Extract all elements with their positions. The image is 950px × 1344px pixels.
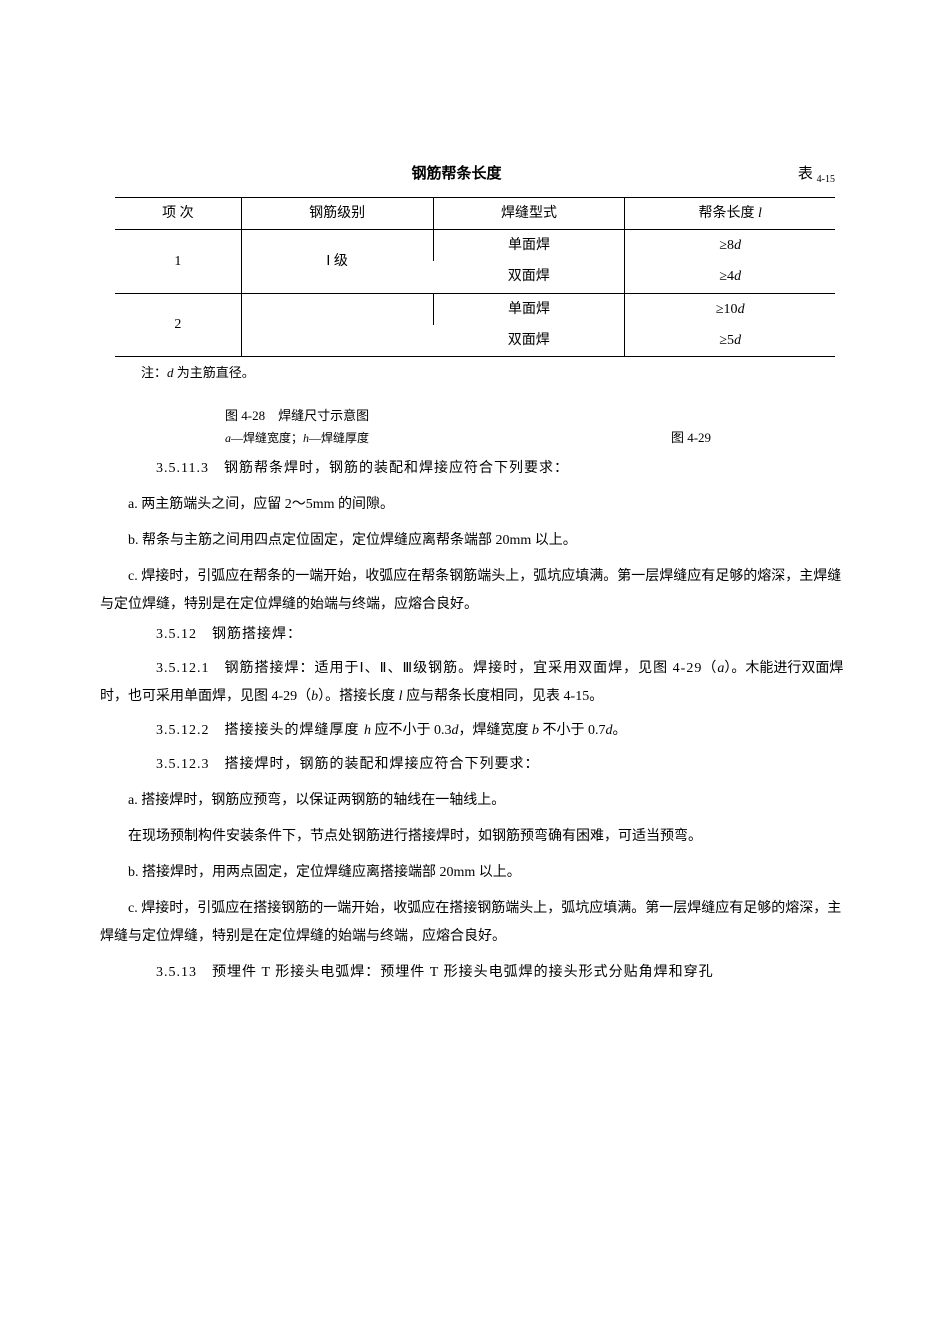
th-len: 帮条长度 l: [625, 198, 835, 230]
table-title: 钢筋帮条长度: [411, 160, 501, 187]
cell-grade: [241, 293, 433, 356]
cell-weld: 单面焊: [433, 293, 625, 325]
figure-captions: 图 4-28 焊缝尺寸示意图 a—焊缝宽度；h—焊缝厚度 图 4-29: [115, 404, 835, 449]
fig-left-sub: a—焊缝宽度；h—焊缝厚度: [225, 428, 547, 450]
th-grade: 钢筋级别: [241, 198, 433, 230]
para-3-5-12-2: 3.5.12.2 搭接接头的焊缝厚度 h 应不小于 0.3d，焊缝宽度 b 不小…: [100, 717, 850, 745]
table-number: 表 4-15: [798, 161, 835, 189]
para-a1: a. 两主筋端头之间，应留 2～5mm 的间隙。: [100, 491, 850, 519]
para-b2: b. 搭接焊时，用两点固定，定位焊缝应离搭接端部 20mm 以上。: [100, 859, 850, 887]
fig-left: 图 4-28 焊缝尺寸示意图 a—焊缝宽度；h—焊缝厚度: [115, 404, 547, 449]
para-c1: c. 焊接时，引弧应在帮条的一端开始，收弧应在帮条钢筋端头上，弧坑应填满。第一层…: [100, 563, 850, 619]
table-note: 注：d 为主筋直径。: [115, 361, 835, 384]
table-header-row: 项 次 钢筋级别 焊缝型式 帮条长度 l: [115, 198, 835, 230]
cell-seq: 2: [115, 293, 241, 356]
para-3-5-11-3: 3.5.11.3 钢筋帮条焊时，钢筋的装配和焊接应符合下列要求：: [100, 455, 850, 483]
cell-len: ≥5d: [625, 325, 835, 357]
para-3-5-13: 3.5.13 预埋件 T 形接头电弧焊：预埋件 T 形接头电弧焊的接头形式分贴角…: [100, 959, 850, 987]
para-3-5-12-1: 3.5.12.1 钢筋搭接焊：适用于Ⅰ、Ⅱ、Ⅲ级钢筋。焊接时，宜采用双面焊，见图…: [100, 655, 850, 711]
cell-len: ≥4d: [625, 261, 835, 293]
fig-left-title: 图 4-28 焊缝尺寸示意图: [225, 404, 547, 427]
para-a2: a. 搭接焊时，钢筋应预弯，以保证两钢筋的轴线在一轴线上。: [100, 787, 850, 815]
th-seq: 项 次: [115, 198, 241, 230]
para-3-5-12-3: 3.5.12.3 搭接焊时，钢筋的装配和焊接应符合下列要求：: [100, 751, 850, 779]
fig-right: 图 4-29: [547, 426, 835, 449]
th-weld: 焊缝型式: [433, 198, 625, 230]
para-c2: c. 焊接时，引弧应在搭接钢筋的一端开始，收弧应在搭接钢筋端头上，弧坑应填满。第…: [100, 895, 850, 951]
cell-weld: 双面焊: [433, 261, 625, 293]
table-row: 2 单面焊 ≥10d: [115, 293, 835, 325]
table-title-row: 钢筋帮条长度 表 4-15: [115, 160, 835, 189]
cell-grade: Ⅰ 级: [241, 230, 433, 293]
para-a2-extra: 在现场预制构件安装条件下，节点处钢筋进行搭接焊时，如钢筋预弯确有困难，可适当预弯…: [100, 823, 850, 851]
para-3-5-12: 3.5.12 钢筋搭接焊：: [100, 621, 850, 649]
cell-seq: 1: [115, 230, 241, 293]
table-row: 1 Ⅰ 级 单面焊 ≥8d: [115, 230, 835, 262]
cell-len: ≥8d: [625, 230, 835, 262]
steel-bar-table: 项 次 钢筋级别 焊缝型式 帮条长度 l 1 Ⅰ 级 单面焊 ≥8d 双面焊 ≥…: [115, 197, 835, 357]
para-b1: b. 帮条与主筋之间用四点定位固定，定位焊缝应离帮条端部 20mm 以上。: [100, 527, 850, 555]
cell-len: ≥10d: [625, 293, 835, 325]
cell-weld: 单面焊: [433, 230, 625, 262]
cell-weld: 双面焊: [433, 325, 625, 357]
